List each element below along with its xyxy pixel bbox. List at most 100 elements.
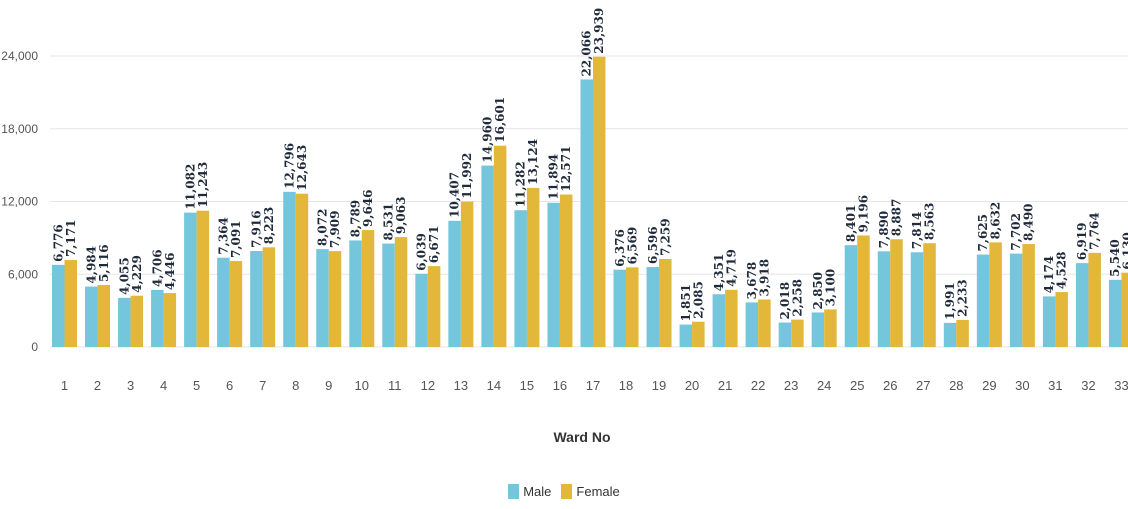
data-label-female: 8,563 bbox=[923, 203, 937, 241]
data-label-female: 4,229 bbox=[130, 255, 144, 293]
bar-male bbox=[316, 249, 329, 347]
bar-female bbox=[1022, 244, 1035, 347]
x-tick-label: 10 bbox=[355, 378, 369, 393]
bar-male bbox=[580, 79, 593, 347]
data-label-male: 2,850 bbox=[811, 272, 825, 310]
data-label-male: 7,916 bbox=[249, 210, 263, 248]
bar-male bbox=[646, 267, 660, 347]
bar-female bbox=[328, 251, 342, 347]
bar-female bbox=[493, 145, 507, 347]
data-label-female: 7,171 bbox=[64, 219, 78, 257]
bar-female bbox=[262, 247, 276, 347]
data-label-male: 11,282 bbox=[514, 161, 528, 207]
bar-male bbox=[184, 212, 197, 347]
data-label-male: 4,984 bbox=[84, 246, 98, 284]
data-label-male: 4,055 bbox=[117, 257, 131, 295]
data-label-female: 6,130 bbox=[1121, 232, 1128, 270]
bar-female bbox=[626, 267, 639, 347]
data-label-female: 12,643 bbox=[295, 145, 309, 191]
legend-swatch-female bbox=[561, 484, 573, 499]
bar-male bbox=[547, 202, 560, 347]
data-label-male: 6,776 bbox=[51, 224, 65, 262]
bar-female bbox=[692, 321, 705, 347]
data-label-female: 9,646 bbox=[361, 189, 375, 227]
bar-female bbox=[295, 193, 309, 347]
bar-male bbox=[415, 273, 428, 347]
data-label-female: 6,569 bbox=[625, 227, 639, 265]
bar-female bbox=[1088, 252, 1101, 347]
bar-male bbox=[1108, 279, 1122, 347]
x-tick-label: 26 bbox=[883, 378, 897, 393]
x-tick-label: 2 bbox=[94, 378, 101, 393]
legend-item-female[interactable]: Female bbox=[561, 484, 620, 499]
x-tick-label: 15 bbox=[520, 378, 534, 393]
data-label-female: 23,939 bbox=[592, 8, 606, 54]
legend-item-male[interactable]: Male bbox=[508, 484, 551, 499]
data-label-female: 8,490 bbox=[1022, 203, 1036, 241]
bar-male bbox=[481, 165, 494, 347]
data-label-male: 8,789 bbox=[349, 200, 363, 238]
data-label-female: 3,100 bbox=[823, 269, 837, 307]
bar-female bbox=[659, 258, 672, 347]
bar-female bbox=[526, 187, 540, 347]
data-label-female: 9,196 bbox=[856, 195, 870, 233]
bar-female bbox=[923, 243, 936, 347]
x-tick-label: 3 bbox=[127, 378, 134, 393]
bar-male bbox=[679, 324, 693, 347]
data-label-male: 12,796 bbox=[282, 143, 296, 189]
data-label-male: 10,407 bbox=[448, 172, 462, 218]
bar-female bbox=[725, 289, 738, 347]
y-tick-label: 12,000 bbox=[1, 195, 38, 209]
x-axis-label: Ward No bbox=[553, 429, 610, 445]
x-tick-label: 33 bbox=[1114, 378, 1128, 393]
bar-male bbox=[811, 312, 825, 347]
data-label-female: 8,223 bbox=[262, 207, 276, 245]
bar-female bbox=[592, 56, 606, 347]
bar-female bbox=[791, 319, 804, 347]
x-tick-label: 29 bbox=[982, 378, 996, 393]
data-label-male: 6,376 bbox=[613, 229, 627, 267]
bar-female bbox=[229, 261, 243, 347]
bar-male bbox=[382, 243, 395, 347]
bar-male bbox=[613, 269, 627, 347]
bar-male bbox=[1042, 296, 1056, 347]
x-tick-label: 6 bbox=[226, 378, 233, 393]
bar-female bbox=[1055, 292, 1068, 347]
data-label-female: 11,243 bbox=[196, 162, 210, 208]
data-label-male: 22,066 bbox=[580, 31, 594, 77]
data-label-male: 14,960 bbox=[481, 117, 495, 163]
data-label-female: 8,632 bbox=[989, 202, 1003, 240]
bar-male bbox=[745, 302, 759, 347]
data-label-female: 9,063 bbox=[394, 197, 408, 235]
bar-male bbox=[514, 210, 527, 347]
bar-female bbox=[130, 295, 144, 347]
data-label-male: 7,890 bbox=[877, 211, 891, 249]
x-tick-label: 19 bbox=[652, 378, 666, 393]
y-tick-label: 6,000 bbox=[8, 267, 38, 281]
bar-female bbox=[890, 239, 903, 347]
bar-male bbox=[118, 297, 131, 347]
data-label-female: 16,601 bbox=[493, 97, 507, 143]
bar-female bbox=[824, 309, 837, 347]
data-label-female: 12,571 bbox=[559, 146, 573, 192]
data-label-male: 11,894 bbox=[547, 154, 561, 200]
bar-male bbox=[151, 289, 164, 347]
data-label-female: 5,116 bbox=[97, 244, 111, 282]
x-tick-label: 25 bbox=[850, 378, 864, 393]
y-tick-label: 0 bbox=[31, 340, 38, 354]
bar-male bbox=[778, 322, 792, 347]
data-label-female: 4,719 bbox=[724, 249, 738, 287]
legend-swatch-male bbox=[508, 484, 520, 499]
x-tick-label: 8 bbox=[292, 378, 299, 393]
bar-female bbox=[163, 293, 177, 347]
bar-female bbox=[394, 237, 408, 347]
data-label-male: 8,401 bbox=[844, 205, 858, 243]
bar-male bbox=[943, 322, 957, 347]
x-tick-label: 18 bbox=[619, 378, 633, 393]
bar-male bbox=[250, 251, 263, 347]
bar-male bbox=[283, 191, 296, 347]
data-label-female: 4,528 bbox=[1055, 252, 1069, 290]
x-tick-label: 1 bbox=[61, 378, 68, 393]
bar-male bbox=[217, 257, 230, 347]
